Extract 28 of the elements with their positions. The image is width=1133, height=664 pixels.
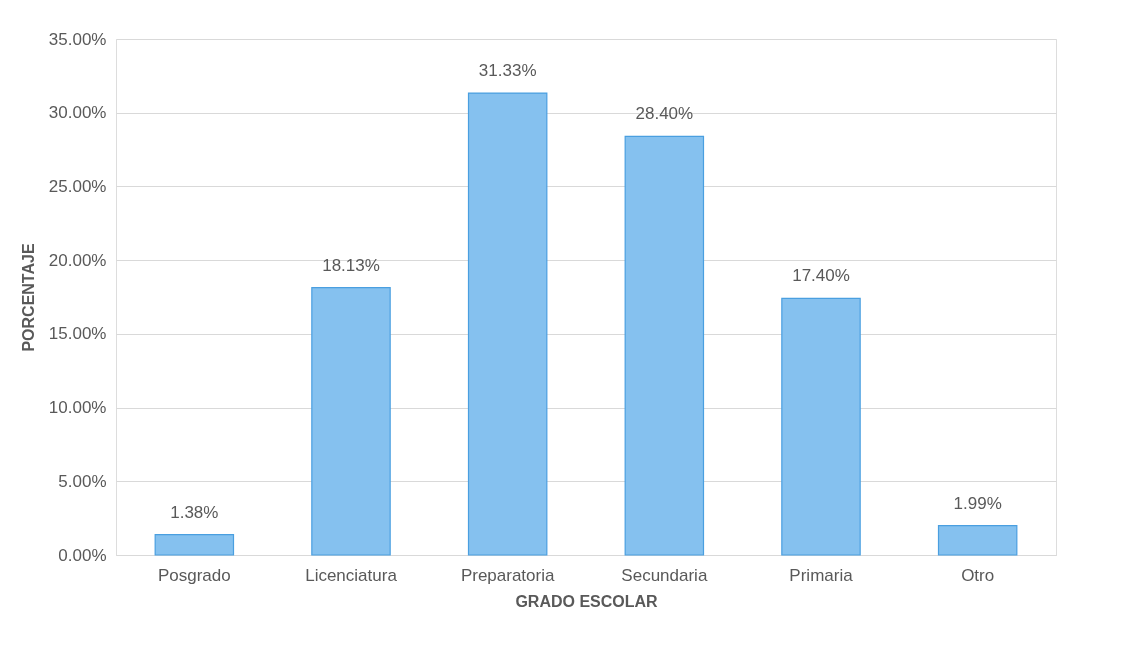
x-tick-label: Posgrado: [157, 565, 231, 585]
x-tick-label: Licenciatura: [305, 565, 398, 585]
y-tick-label: 0.00%: [58, 545, 107, 565]
bar: [467, 92, 548, 556]
data-label: 1.38%: [170, 502, 219, 522]
data-label: 1.99%: [953, 493, 1002, 513]
y-tick-label: 10.00%: [48, 398, 107, 418]
x-tick-label: Preparatoria: [460, 565, 555, 585]
data-label: 31.33%: [478, 61, 537, 81]
y-axis-title: PORCENTAJE: [19, 243, 37, 352]
y-tick-label: 5.00%: [58, 471, 107, 491]
y-tick-label: 30.00%: [48, 103, 107, 123]
x-tick-label: Secundaria: [621, 565, 708, 585]
data-label: 18.13%: [322, 255, 380, 275]
bar: [937, 525, 1018, 556]
y-tick-label: 20.00%: [48, 250, 107, 270]
y-tick-label: 15.00%: [48, 324, 107, 344]
bar: [311, 287, 391, 556]
y-tick-label: 35.00%: [48, 29, 107, 49]
bar: [781, 297, 861, 556]
bar: [154, 534, 235, 556]
y-tick-label: 25.00%: [48, 176, 107, 196]
data-label: 28.40%: [635, 104, 694, 124]
data-label: 17.40%: [792, 266, 850, 286]
x-axis-title: GRADO ESCOLAR: [515, 592, 659, 610]
bar: [624, 135, 705, 556]
x-tick-label: Primaria: [789, 565, 854, 585]
x-tick-label: Otro: [961, 565, 995, 585]
